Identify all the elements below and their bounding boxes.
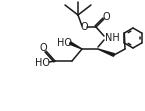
Text: O: O (80, 22, 88, 32)
Text: HO: HO (58, 38, 72, 48)
Text: NH: NH (105, 33, 120, 43)
Text: O: O (39, 43, 47, 53)
Text: HO: HO (36, 58, 50, 68)
Polygon shape (69, 42, 82, 49)
Text: O: O (102, 12, 110, 22)
Polygon shape (98, 49, 115, 56)
